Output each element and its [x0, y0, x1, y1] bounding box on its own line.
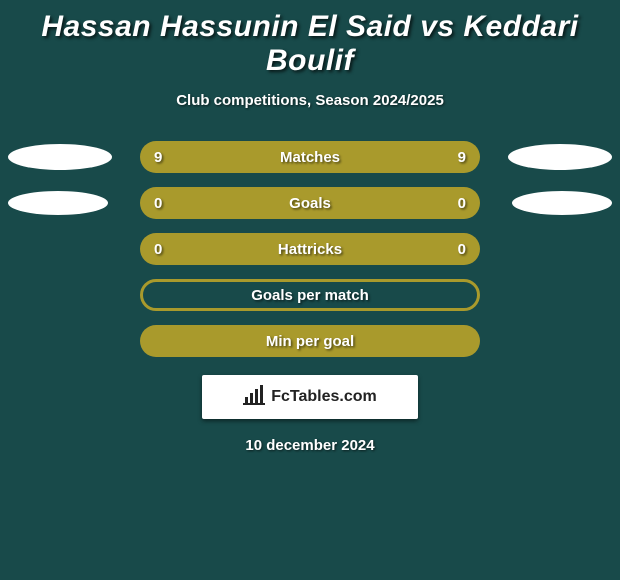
comparison-card: Hassan Hassunin El Said vs Keddari Bouli…	[0, 0, 620, 580]
player-left-marker	[8, 191, 108, 215]
stat-value-left: 9	[154, 149, 162, 166]
player-left-marker	[8, 144, 112, 170]
stat-bar: Min per goal	[140, 325, 480, 357]
stat-row: 0 Hattricks 0	[0, 233, 620, 265]
stats-list: 9 Matches 9 0 Goals 0 0 Hattricks 0 Goals per mat…	[0, 141, 620, 371]
source-badge: FcTables.com	[202, 375, 418, 419]
page-title: Hassan Hassunin El Said vs Keddari Bouli…	[0, 10, 620, 78]
stat-label: Matches	[280, 149, 340, 166]
stat-bar: 0 Goals 0	[140, 187, 480, 219]
stat-label: Hattricks	[278, 241, 342, 258]
stat-row: 9 Matches 9	[0, 141, 620, 173]
stat-label: Goals per match	[251, 287, 369, 304]
stat-value-left: 0	[154, 241, 162, 258]
stat-row: Goals per match	[0, 279, 620, 311]
date-text: 10 december 2024	[245, 437, 374, 454]
stat-value-left: 0	[154, 195, 162, 212]
stat-label: Min per goal	[266, 333, 354, 350]
stat-bar: 9 Matches 9	[140, 141, 480, 173]
player-right-marker	[512, 191, 612, 215]
stat-value-right: 0	[458, 241, 466, 258]
stat-row: 0 Goals 0	[0, 187, 620, 219]
page-subtitle: Club competitions, Season 2024/2025	[176, 92, 444, 109]
stat-bar: 0 Hattricks 0	[140, 233, 480, 265]
source-badge-text: FcTables.com	[271, 388, 377, 406]
stat-value-right: 9	[458, 149, 466, 166]
stat-label: Goals	[289, 195, 331, 212]
stat-row: Min per goal	[0, 325, 620, 357]
stat-value-right: 0	[458, 195, 466, 212]
chart-icon	[243, 385, 265, 410]
player-right-marker	[508, 144, 612, 170]
stat-bar: Goals per match	[140, 279, 480, 311]
